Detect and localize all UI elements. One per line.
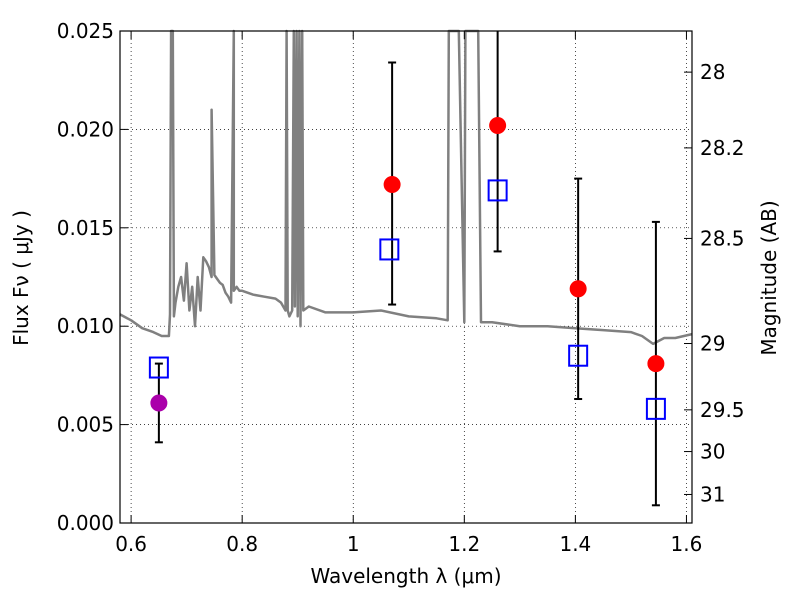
y-tick-labels: 0.000 0.005 0.010 0.015 0.020 0.025: [57, 19, 114, 535]
y-tick-label: 0.000: [57, 511, 114, 535]
magnitude-tick-label: 28: [700, 60, 725, 84]
model-squares: [148, 179, 666, 420]
data-point: [647, 355, 665, 373]
ticks: [120, 30, 692, 524]
observed-points: [150, 116, 665, 412]
spectrum-line: [119, 29, 693, 346]
model-square: [379, 238, 400, 261]
model-square: [148, 356, 169, 379]
y-tick-label: 0.020: [57, 117, 114, 141]
x-tick-label: 1.6: [671, 532, 703, 556]
plot-frame: [119, 30, 693, 524]
model-square: [487, 179, 508, 202]
magnitude-tick-label: 30: [700, 440, 725, 464]
y-tick-label: 0.005: [57, 413, 114, 437]
x-tick-label: 1: [347, 532, 360, 556]
data-point: [489, 116, 507, 134]
magnitude-tick-label: 29: [700, 332, 725, 356]
x-tick-label: 1.2: [448, 532, 480, 556]
x-tick-label: 0.8: [226, 532, 258, 556]
y-axis-label: Flux Fν ( μJy ): [9, 210, 33, 346]
data-point: [150, 394, 168, 412]
model-square: [568, 344, 589, 367]
x-tick-label: 1.4: [559, 532, 591, 556]
x-tick-label: 0.6: [115, 532, 147, 556]
magnitude-tick-label: 28.5: [700, 226, 745, 250]
magnitude-tick-label: 31: [700, 482, 725, 506]
magnitude-axis-label: Magnitude (AB): [757, 200, 781, 355]
magnitude-tick-label: 29.5: [700, 398, 745, 422]
data-point: [569, 280, 587, 298]
x-tick-labels: 0.6 0.8 1 1.2 1.4 1.6: [115, 532, 702, 556]
y-tick-label: 0.010: [57, 314, 114, 338]
y-tick-label: 0.015: [57, 216, 114, 240]
magnitude-tick-label: 28.2: [700, 136, 745, 160]
data-point: [383, 176, 401, 194]
template-spectrum: [119, 29, 693, 346]
x-axis-label: Wavelength λ (μm): [310, 564, 501, 588]
magnitude-tick-labels: 28 28.2 28.5 29 29.5 30 31: [700, 60, 745, 506]
model-square: [645, 397, 666, 420]
grid: [120, 30, 692, 524]
y-tick-label: 0.025: [57, 19, 114, 43]
